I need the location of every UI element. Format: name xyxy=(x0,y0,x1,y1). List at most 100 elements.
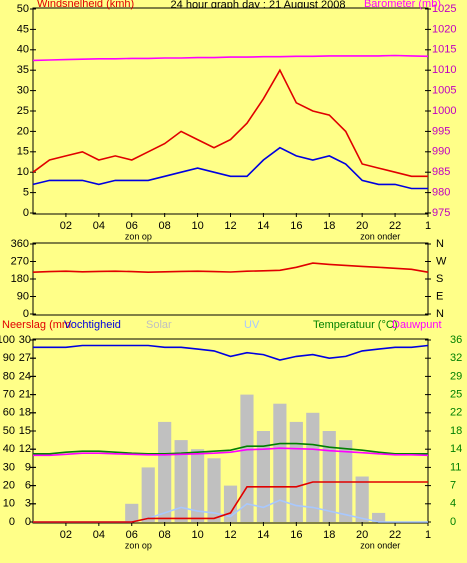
y3-tick-label: 6 xyxy=(25,480,31,492)
plot-area xyxy=(32,242,429,316)
y-tick-label: 60 xyxy=(3,407,15,419)
annotation: zon onder xyxy=(360,540,400,550)
y-tick-label: 100 xyxy=(0,334,15,346)
bar xyxy=(256,431,270,522)
bar xyxy=(174,440,188,522)
y2-tick-label: 22 xyxy=(450,407,462,419)
y2-tick-label: 1015 xyxy=(432,44,456,56)
x-tick-label: 18 xyxy=(323,220,335,232)
y-tick-label: 0 xyxy=(23,207,29,219)
y2-tick-label: 4 xyxy=(450,498,456,510)
y-tick-label: 10 xyxy=(17,166,29,178)
y-tick-label: 5 xyxy=(23,187,29,199)
y-tick-label: 180 xyxy=(11,273,29,285)
y3-tick-label: 0 xyxy=(25,516,31,528)
chart-title: 24 hour graph day : 21 August 2008 xyxy=(171,0,346,11)
y2-tick-label: 1010 xyxy=(432,64,456,76)
bar xyxy=(125,503,139,522)
y2-tick-label: N xyxy=(436,238,444,250)
y-tick-label: 15 xyxy=(17,146,29,158)
y2-tick-label: 36 xyxy=(450,334,462,346)
y3-tick-label: 18 xyxy=(19,407,31,419)
legend-label: UV xyxy=(244,319,260,331)
legend-label: Windsnelheid (kmh) xyxy=(37,0,134,10)
line xyxy=(33,481,428,523)
y2-tick-label: 1025 xyxy=(432,3,456,15)
y2-tick-label: 990 xyxy=(432,146,450,158)
y2-tick-label: 1020 xyxy=(432,23,456,35)
bar xyxy=(240,394,254,522)
annotation: zon op xyxy=(125,231,152,241)
y2-tick-label: 1000 xyxy=(432,105,456,117)
legend-label: Neerslag (mm xyxy=(2,319,71,331)
y3-tick-label: 24 xyxy=(19,370,31,382)
line xyxy=(32,54,429,62)
y2-tick-label: 11 xyxy=(450,461,461,473)
x-tick-label: 1 xyxy=(425,529,431,541)
y-tick-label: 45 xyxy=(17,23,29,35)
y2-tick-label: S xyxy=(436,273,443,285)
x-tick-label: 12 xyxy=(224,220,236,232)
x-tick-label: 04 xyxy=(93,529,105,541)
x-tick-label: 16 xyxy=(290,220,302,232)
x-tick-label: 10 xyxy=(191,220,203,232)
bar xyxy=(355,476,369,522)
bar xyxy=(158,421,172,522)
y2-tick-label: 1005 xyxy=(432,85,456,97)
x-tick-label: 02 xyxy=(60,529,72,541)
y2-tick-label: 0 xyxy=(450,516,456,528)
y-tick-label: 70 xyxy=(3,389,15,401)
x-tick-label: 10 xyxy=(191,529,203,541)
y-tick-label: 90 xyxy=(3,352,15,364)
bar xyxy=(141,467,155,522)
x-tick-label: 06 xyxy=(126,529,138,541)
legend-label: Barometer (mb) xyxy=(364,0,441,10)
y-tick-label: 25 xyxy=(17,105,29,117)
x-tick-label: 20 xyxy=(356,529,368,541)
x-tick-label: 12 xyxy=(224,529,236,541)
y3-tick-label: 27 xyxy=(19,352,31,364)
bar xyxy=(191,449,205,522)
y3-tick-label: 9 xyxy=(25,461,31,473)
bar xyxy=(339,440,353,522)
x-tick-label: 22 xyxy=(389,220,401,232)
bar xyxy=(372,512,386,522)
y-tick-label: 360 xyxy=(11,238,29,250)
bar xyxy=(322,431,336,522)
x-tick-label: 08 xyxy=(159,529,171,541)
x-tick-label: 14 xyxy=(257,529,269,541)
y-tick-label: 10 xyxy=(3,498,15,510)
legend-label: Vochtigheid xyxy=(64,319,121,331)
y2-tick-label: 14 xyxy=(450,443,462,455)
line xyxy=(33,344,429,361)
x-tick-label: 14 xyxy=(257,220,269,232)
y2-tick-label: 25 xyxy=(450,389,462,401)
y2-tick-label: N xyxy=(436,308,444,320)
y3-tick-label: 12 xyxy=(19,443,31,455)
y2-tick-label: W xyxy=(436,255,447,267)
y-tick-label: 50 xyxy=(17,3,29,15)
annotation: zon op xyxy=(125,540,152,550)
x-tick-label: 06 xyxy=(126,220,138,232)
y3-tick-label: 21 xyxy=(19,389,31,401)
y-tick-label: 0 xyxy=(23,308,29,320)
line xyxy=(33,447,429,457)
y-tick-label: 30 xyxy=(3,461,15,473)
line xyxy=(33,442,428,455)
y-tick-label: 40 xyxy=(3,443,15,455)
y2-tick-label: 29 xyxy=(450,370,462,382)
x-tick-label: 20 xyxy=(356,220,368,232)
y-tick-label: 30 xyxy=(17,85,29,97)
y2-tick-label: 18 xyxy=(450,425,462,437)
y-tick-label: 20 xyxy=(3,480,15,492)
line xyxy=(32,68,428,178)
y-tick-label: 80 xyxy=(3,370,15,382)
legend-label: Temperatuur (°C) xyxy=(313,319,397,331)
y-tick-label: 20 xyxy=(17,125,29,137)
y3-tick-label: 15 xyxy=(19,425,31,437)
x-tick-label: 22 xyxy=(389,529,401,541)
y-tick-label: 0 xyxy=(9,516,15,528)
line xyxy=(32,146,428,190)
